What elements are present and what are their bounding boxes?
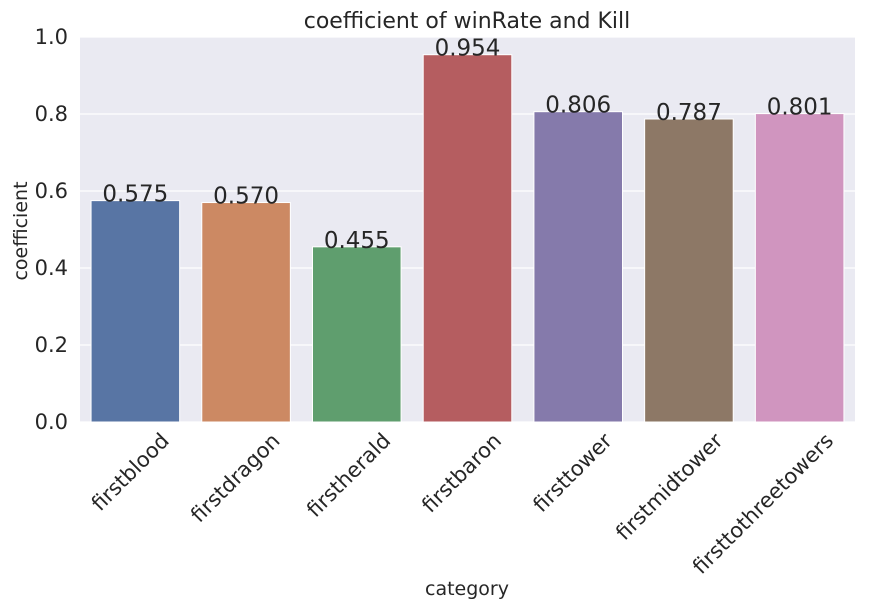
- x-tick-label: firstmidtower: [611, 428, 728, 545]
- y-tick-label: 0.6: [35, 179, 68, 203]
- x-axis-label: category: [425, 578, 509, 600]
- y-tick-label: 1.0: [35, 25, 68, 49]
- x-tick-label: firsttower: [528, 428, 617, 517]
- bars: [90, 54, 845, 423]
- y-tick-label: 0.0: [35, 410, 68, 434]
- data-label: 0.455: [324, 228, 390, 254]
- y-tick-label: 0.4: [35, 256, 68, 280]
- data-label: 0.801: [767, 95, 833, 121]
- y-axis-label: coefficient: [10, 181, 32, 280]
- x-tick-label: firstbaron: [417, 429, 506, 518]
- bar-firsttothreetowers: [754, 113, 845, 423]
- bar-firstherald: [312, 246, 402, 423]
- data-label: 0.806: [545, 93, 611, 119]
- x-axis-ticks: firstblood firstdragon firstherald firstbar…: [87, 428, 838, 578]
- x-tick-label: firstblood: [87, 429, 174, 516]
- data-labels: 0.575 0.570 0.455 0.954 0.806 0.787 0.801: [102, 36, 832, 254]
- x-tick-label: firstdragon: [186, 429, 285, 528]
- chart-title: coefficient of winRate and Kill: [304, 9, 631, 34]
- bar-firstbaron: [422, 54, 513, 423]
- data-label: 0.954: [435, 36, 501, 62]
- x-tick-label: firstherald: [302, 429, 395, 522]
- y-tick-label: 0.2: [35, 333, 68, 357]
- bar-firstdragon: [201, 202, 291, 423]
- bar-firsttower: [533, 111, 624, 423]
- data-label: 0.570: [213, 184, 279, 210]
- bar-firstblood: [90, 200, 181, 423]
- data-label: 0.787: [656, 100, 722, 126]
- y-tick-label: 0.8: [35, 102, 68, 126]
- bar-firstmidtower: [644, 118, 734, 423]
- y-axis-ticks: 0.0 0.2 0.4 0.6 0.8 1.0: [35, 25, 68, 434]
- data-label: 0.575: [102, 182, 168, 208]
